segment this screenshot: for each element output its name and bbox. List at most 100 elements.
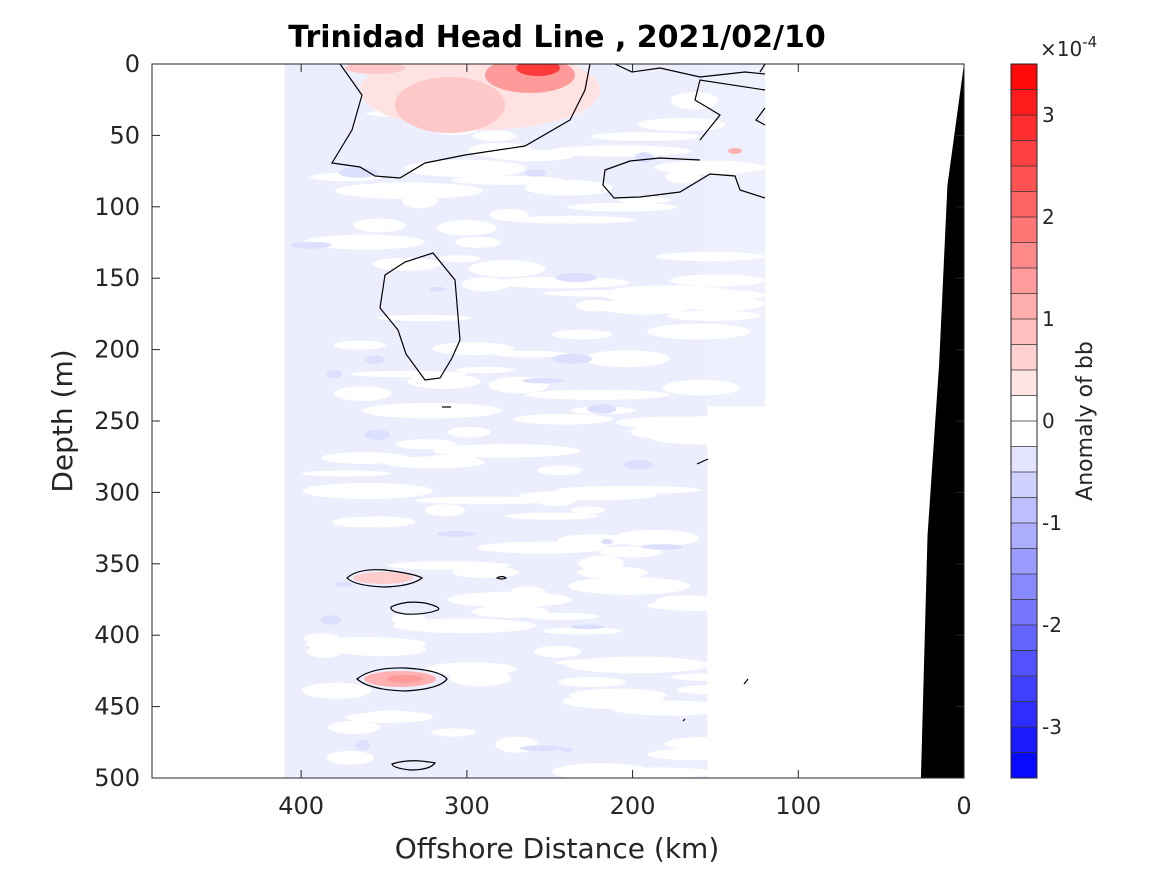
colorbar-exponent-base: ×10 bbox=[1040, 37, 1082, 61]
near-zero-patch bbox=[647, 323, 750, 340]
y-tick-label: 250 bbox=[94, 407, 140, 435]
near-zero-patch bbox=[570, 506, 606, 514]
near-zero-patch bbox=[542, 627, 622, 635]
colorbar-level bbox=[1011, 497, 1037, 524]
y-axis: 0 50 100 150 200 250 300 350 400 450 500 bbox=[94, 50, 964, 792]
near-zero-patch bbox=[471, 605, 549, 618]
near-zero-patch bbox=[513, 413, 613, 425]
near-zero-patch bbox=[454, 236, 501, 248]
colorbar-level bbox=[1011, 650, 1037, 677]
colorbar-exponent-power: -4 bbox=[1082, 33, 1097, 51]
near-zero-patch bbox=[401, 193, 438, 209]
bathymetry-seafloor bbox=[920, 64, 964, 778]
near-zero-patch bbox=[567, 202, 677, 212]
negative-anomaly-spot bbox=[524, 169, 547, 177]
negative-anomaly-spot bbox=[335, 581, 353, 587]
anomaly-subsurface-patch bbox=[395, 77, 505, 133]
negative-anomaly-spot bbox=[522, 378, 565, 384]
near-zero-patch bbox=[336, 643, 427, 657]
contour-closed-360m bbox=[346, 569, 424, 588]
near-zero-patch bbox=[353, 218, 406, 233]
near-zero-patch bbox=[543, 289, 673, 297]
near-zero-patch bbox=[447, 591, 573, 608]
x-tick-label: 200 bbox=[610, 792, 656, 820]
near-zero-patch bbox=[304, 234, 426, 250]
near-zero-patch bbox=[489, 208, 529, 221]
near-zero-patch bbox=[452, 566, 519, 579]
anomaly-patch-430m-core bbox=[387, 675, 423, 683]
colorbar-tick-label: -3 bbox=[1042, 715, 1062, 739]
colorbar-level bbox=[1011, 472, 1037, 498]
contour-right-lower bbox=[602, 157, 766, 199]
y-tick-label: 400 bbox=[94, 621, 140, 649]
colorbar-level bbox=[1011, 625, 1037, 651]
near-zero-patch bbox=[655, 251, 766, 262]
near-zero-patch bbox=[301, 470, 391, 477]
near-zero-patch bbox=[472, 130, 517, 142]
near-zero-patch bbox=[666, 310, 760, 321]
near-zero-patch bbox=[617, 196, 671, 204]
negative-field-right bbox=[707, 64, 766, 407]
negative-anomaly-spot bbox=[355, 739, 370, 751]
near-zero-patch bbox=[638, 117, 726, 132]
colorbar-level bbox=[1011, 242, 1037, 269]
anomaly-patch-360m bbox=[353, 572, 413, 584]
colorbar-level bbox=[1011, 89, 1037, 116]
near-zero-patch bbox=[432, 342, 514, 356]
colorbar-tick-label: 0 bbox=[1042, 409, 1055, 433]
near-zero-patch bbox=[361, 402, 502, 419]
contour-closed-430m bbox=[356, 667, 448, 692]
negative-anomaly-spot bbox=[560, 747, 573, 753]
negative-anomaly-spot bbox=[429, 286, 446, 292]
negative-anomaly-spot bbox=[570, 624, 605, 630]
near-zero-patch bbox=[534, 645, 581, 658]
near-zero-patch bbox=[301, 682, 372, 699]
x-tick-label: 0 bbox=[956, 792, 971, 820]
anomaly-small-patch bbox=[728, 148, 742, 154]
y-tick-label: 450 bbox=[94, 693, 140, 721]
negative-anomaly-spot bbox=[364, 355, 386, 365]
negative-anomaly-spot bbox=[364, 429, 390, 440]
colorbar-frame bbox=[1010, 63, 1038, 779]
negative-anomaly-spot bbox=[623, 459, 653, 470]
colorbar-tick-label: -1 bbox=[1042, 511, 1062, 535]
colorbar-tick-label: 3 bbox=[1042, 103, 1055, 127]
negative-anomaly-spot bbox=[555, 272, 598, 283]
near-zero-patch bbox=[364, 710, 415, 720]
near-zero-patch bbox=[433, 444, 580, 458]
near-zero-patch bbox=[392, 618, 536, 634]
contour-surface bbox=[331, 64, 591, 179]
near-zero-patch bbox=[438, 255, 481, 263]
near-zero-patch bbox=[598, 546, 662, 558]
near-zero-patch bbox=[664, 736, 745, 751]
near-zero-patch bbox=[476, 541, 611, 554]
near-zero-patch bbox=[525, 180, 613, 196]
colorbar-level bbox=[1011, 446, 1037, 473]
near-zero-patch bbox=[302, 482, 434, 500]
near-zero-patch bbox=[326, 750, 375, 765]
near-zero-patch bbox=[670, 673, 766, 682]
near-zero-patch bbox=[407, 374, 481, 389]
near-zero-patch bbox=[377, 314, 472, 322]
colorbar-level bbox=[1011, 701, 1037, 728]
near-zero-patch bbox=[525, 389, 671, 400]
negative-anomaly-spot bbox=[436, 530, 477, 537]
near-zero-patch bbox=[612, 529, 700, 547]
positive-anomaly-field bbox=[345, 64, 742, 687]
near-zero-patch bbox=[372, 257, 441, 271]
near-zero-patch bbox=[333, 386, 392, 401]
negative-anomaly-spot bbox=[326, 369, 343, 379]
negative-anomaly-spot bbox=[601, 538, 614, 545]
contour-tick-side bbox=[696, 458, 709, 465]
negative-anomaly-spot bbox=[552, 353, 593, 364]
near-zero-patch bbox=[304, 633, 340, 643]
near-zero-patch bbox=[504, 512, 599, 520]
near-zero-patch bbox=[662, 379, 740, 396]
colorbar-level bbox=[1011, 217, 1037, 243]
contour-closed-150m bbox=[379, 252, 461, 381]
y-tick-label: 500 bbox=[94, 764, 140, 792]
negative-anomaly-spot bbox=[519, 745, 564, 752]
chart-title: Trinidad Head Line , 2021/02/10 bbox=[288, 20, 825, 55]
y-tick-label: 300 bbox=[94, 478, 140, 506]
near-zero-patch bbox=[447, 426, 491, 438]
